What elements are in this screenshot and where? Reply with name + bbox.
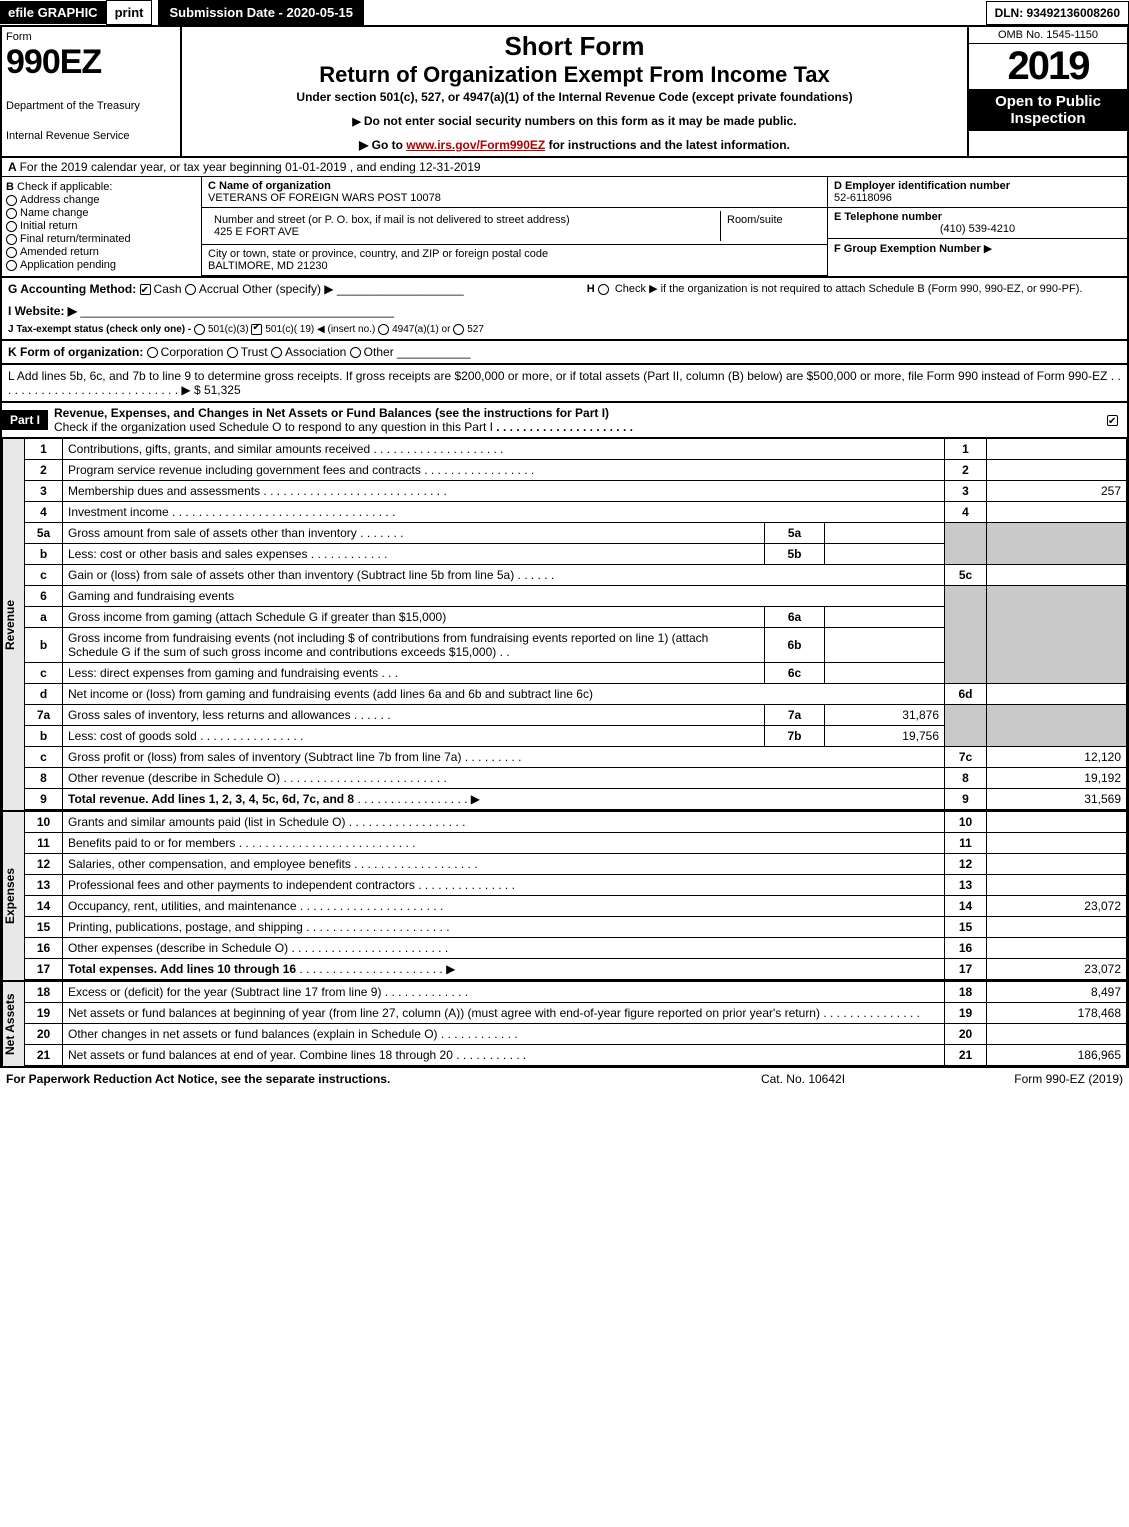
net-assets-side-label: Net Assets [2, 982, 24, 1066]
short-form-title: Short Form [188, 31, 961, 62]
cat-no: Cat. No. 10642I [703, 1072, 903, 1086]
line-21-amt: 186,965 [987, 1045, 1127, 1066]
print-button[interactable]: print [106, 0, 153, 25]
cash-checkbox[interactable] [140, 284, 151, 295]
omb-number: OMB No. 1545-1150 [969, 27, 1127, 44]
accrual-checkbox[interactable] [185, 284, 196, 295]
footer: For Paperwork Reduction Act Notice, see … [0, 1068, 1129, 1090]
section-b: B Check if applicable: Address change Na… [2, 177, 202, 276]
phone: (410) 539-4210 [834, 223, 1121, 235]
expenses-table: 10Grants and similar amounts paid (list … [24, 812, 1127, 980]
form-ref: Form 990-EZ (2019) [903, 1072, 1123, 1086]
assoc-checkbox[interactable] [271, 347, 282, 358]
org-name: VETERANS OF FOREIGN WARS POST 10078 [208, 192, 441, 204]
city-state-zip: BALTIMORE, MD 21230 [208, 260, 328, 272]
amended-return-checkbox[interactable] [6, 247, 17, 258]
line-13-amt [987, 875, 1127, 896]
name-change-checkbox[interactable] [6, 208, 17, 219]
part-i-header: Part I Revenue, Expenses, and Changes in… [0, 403, 1129, 439]
section-c: C Name of organizationVETERANS OF FOREIG… [202, 177, 827, 276]
room-suite: Room/suite [721, 211, 821, 241]
main-title: Return of Organization Exempt From Incom… [188, 62, 961, 88]
line-7b-sub: 19,756 [825, 726, 945, 747]
street-address: 425 E FORT AVE [214, 226, 299, 238]
trust-checkbox[interactable] [227, 347, 238, 358]
part-i-label: Part I [2, 410, 48, 430]
expenses-side-label: Expenses [2, 812, 24, 980]
irs-label: Internal Revenue Service [6, 130, 176, 142]
line-1-amt [987, 439, 1127, 460]
section-h: H Check ▶ if the organization is not req… [587, 282, 1121, 335]
line-5c-amt [987, 565, 1127, 586]
tax-year: 2019 [969, 44, 1127, 89]
section-k: K Form of organization: Corporation Trus… [0, 341, 1129, 365]
under-section: Under section 501(c), 527, or 4947(a)(1)… [188, 90, 961, 104]
section-a: A For the 2019 calendar year, or tax yea… [2, 158, 1127, 177]
efile-label: efile GRAPHIC [0, 1, 106, 24]
corp-checkbox[interactable] [147, 347, 158, 358]
ein-label: D Employer identification number [834, 180, 1010, 192]
line-20-amt [987, 1024, 1127, 1045]
line-16-amt [987, 938, 1127, 959]
paperwork-notice: For Paperwork Reduction Act Notice, see … [6, 1072, 703, 1086]
final-return-checkbox[interactable] [6, 234, 17, 245]
line-6c-sub [825, 663, 945, 684]
line-8-amt: 19,192 [987, 768, 1127, 789]
501c-checkbox[interactable] [251, 324, 262, 335]
line-5a-sub [825, 523, 945, 544]
gross-receipts: $ 51,325 [194, 383, 241, 397]
top-bar: efile GRAPHIC print Submission Date - 20… [0, 0, 1129, 27]
4947-checkbox[interactable] [378, 324, 389, 335]
line-2-amt [987, 460, 1127, 481]
line-9-amt: 31,569 [987, 789, 1127, 810]
line-10-amt [987, 812, 1127, 833]
title-block: Form 990EZ Department of the Treasury In… [0, 27, 1129, 158]
revenue-table: 1Contributions, gifts, grants, and simil… [24, 439, 1127, 810]
ein: 52-6118096 [834, 192, 892, 204]
line-11-amt [987, 833, 1127, 854]
line-5b-sub [825, 544, 945, 565]
line-4-amt [987, 502, 1127, 523]
line-6a-sub [825, 607, 945, 628]
website-label: I Website: ▶ [8, 304, 77, 318]
line-3-amt: 257 [987, 481, 1127, 502]
dept-treasury: Department of the Treasury [6, 100, 176, 112]
dln: DLN: 93492136008260 [986, 1, 1129, 25]
line-18-amt: 8,497 [987, 982, 1127, 1003]
ssn-note: Do not enter social security numbers on … [188, 114, 961, 128]
line-17-amt: 23,072 [987, 959, 1127, 980]
line-19-amt: 178,468 [987, 1003, 1127, 1024]
section-l: L Add lines 5b, 6c, and 7b to line 9 to … [0, 365, 1129, 403]
form-number: 990EZ [6, 43, 176, 82]
form-label: Form [6, 31, 176, 43]
initial-return-checkbox[interactable] [6, 221, 17, 232]
phone-label: E Telephone number [834, 211, 942, 223]
addr-change-checkbox[interactable] [6, 195, 17, 206]
line-15-amt [987, 917, 1127, 938]
line-7a-sub: 31,876 [825, 705, 945, 726]
line-6d-amt [987, 684, 1127, 705]
schedule-b-checkbox[interactable] [598, 284, 609, 295]
line-6b-sub [825, 628, 945, 663]
527-checkbox[interactable] [453, 324, 464, 335]
section-g: G Accounting Method: Cash Accrual Other … [8, 282, 587, 335]
other-org-checkbox[interactable] [350, 347, 361, 358]
501c3-checkbox[interactable] [194, 324, 205, 335]
line-14-amt: 23,072 [987, 896, 1127, 917]
submission-date: Submission Date - 2020-05-15 [158, 0, 364, 25]
goto-note: ▶ Go to www.irs.gov/Form990EZ for instru… [188, 138, 961, 152]
line-7c-amt: 12,120 [987, 747, 1127, 768]
line-12-amt [987, 854, 1127, 875]
revenue-side-label: Revenue [2, 439, 24, 810]
app-pending-checkbox[interactable] [6, 260, 17, 271]
open-inspection: Open to Public Inspection [969, 89, 1127, 131]
irs-link[interactable]: www.irs.gov/Form990EZ [406, 138, 545, 152]
schedule-o-checkbox[interactable] [1107, 415, 1118, 426]
net-assets-table: 18Excess or (deficit) for the year (Subt… [24, 982, 1127, 1066]
group-exemption-label: F Group Exemption Number [834, 243, 981, 255]
